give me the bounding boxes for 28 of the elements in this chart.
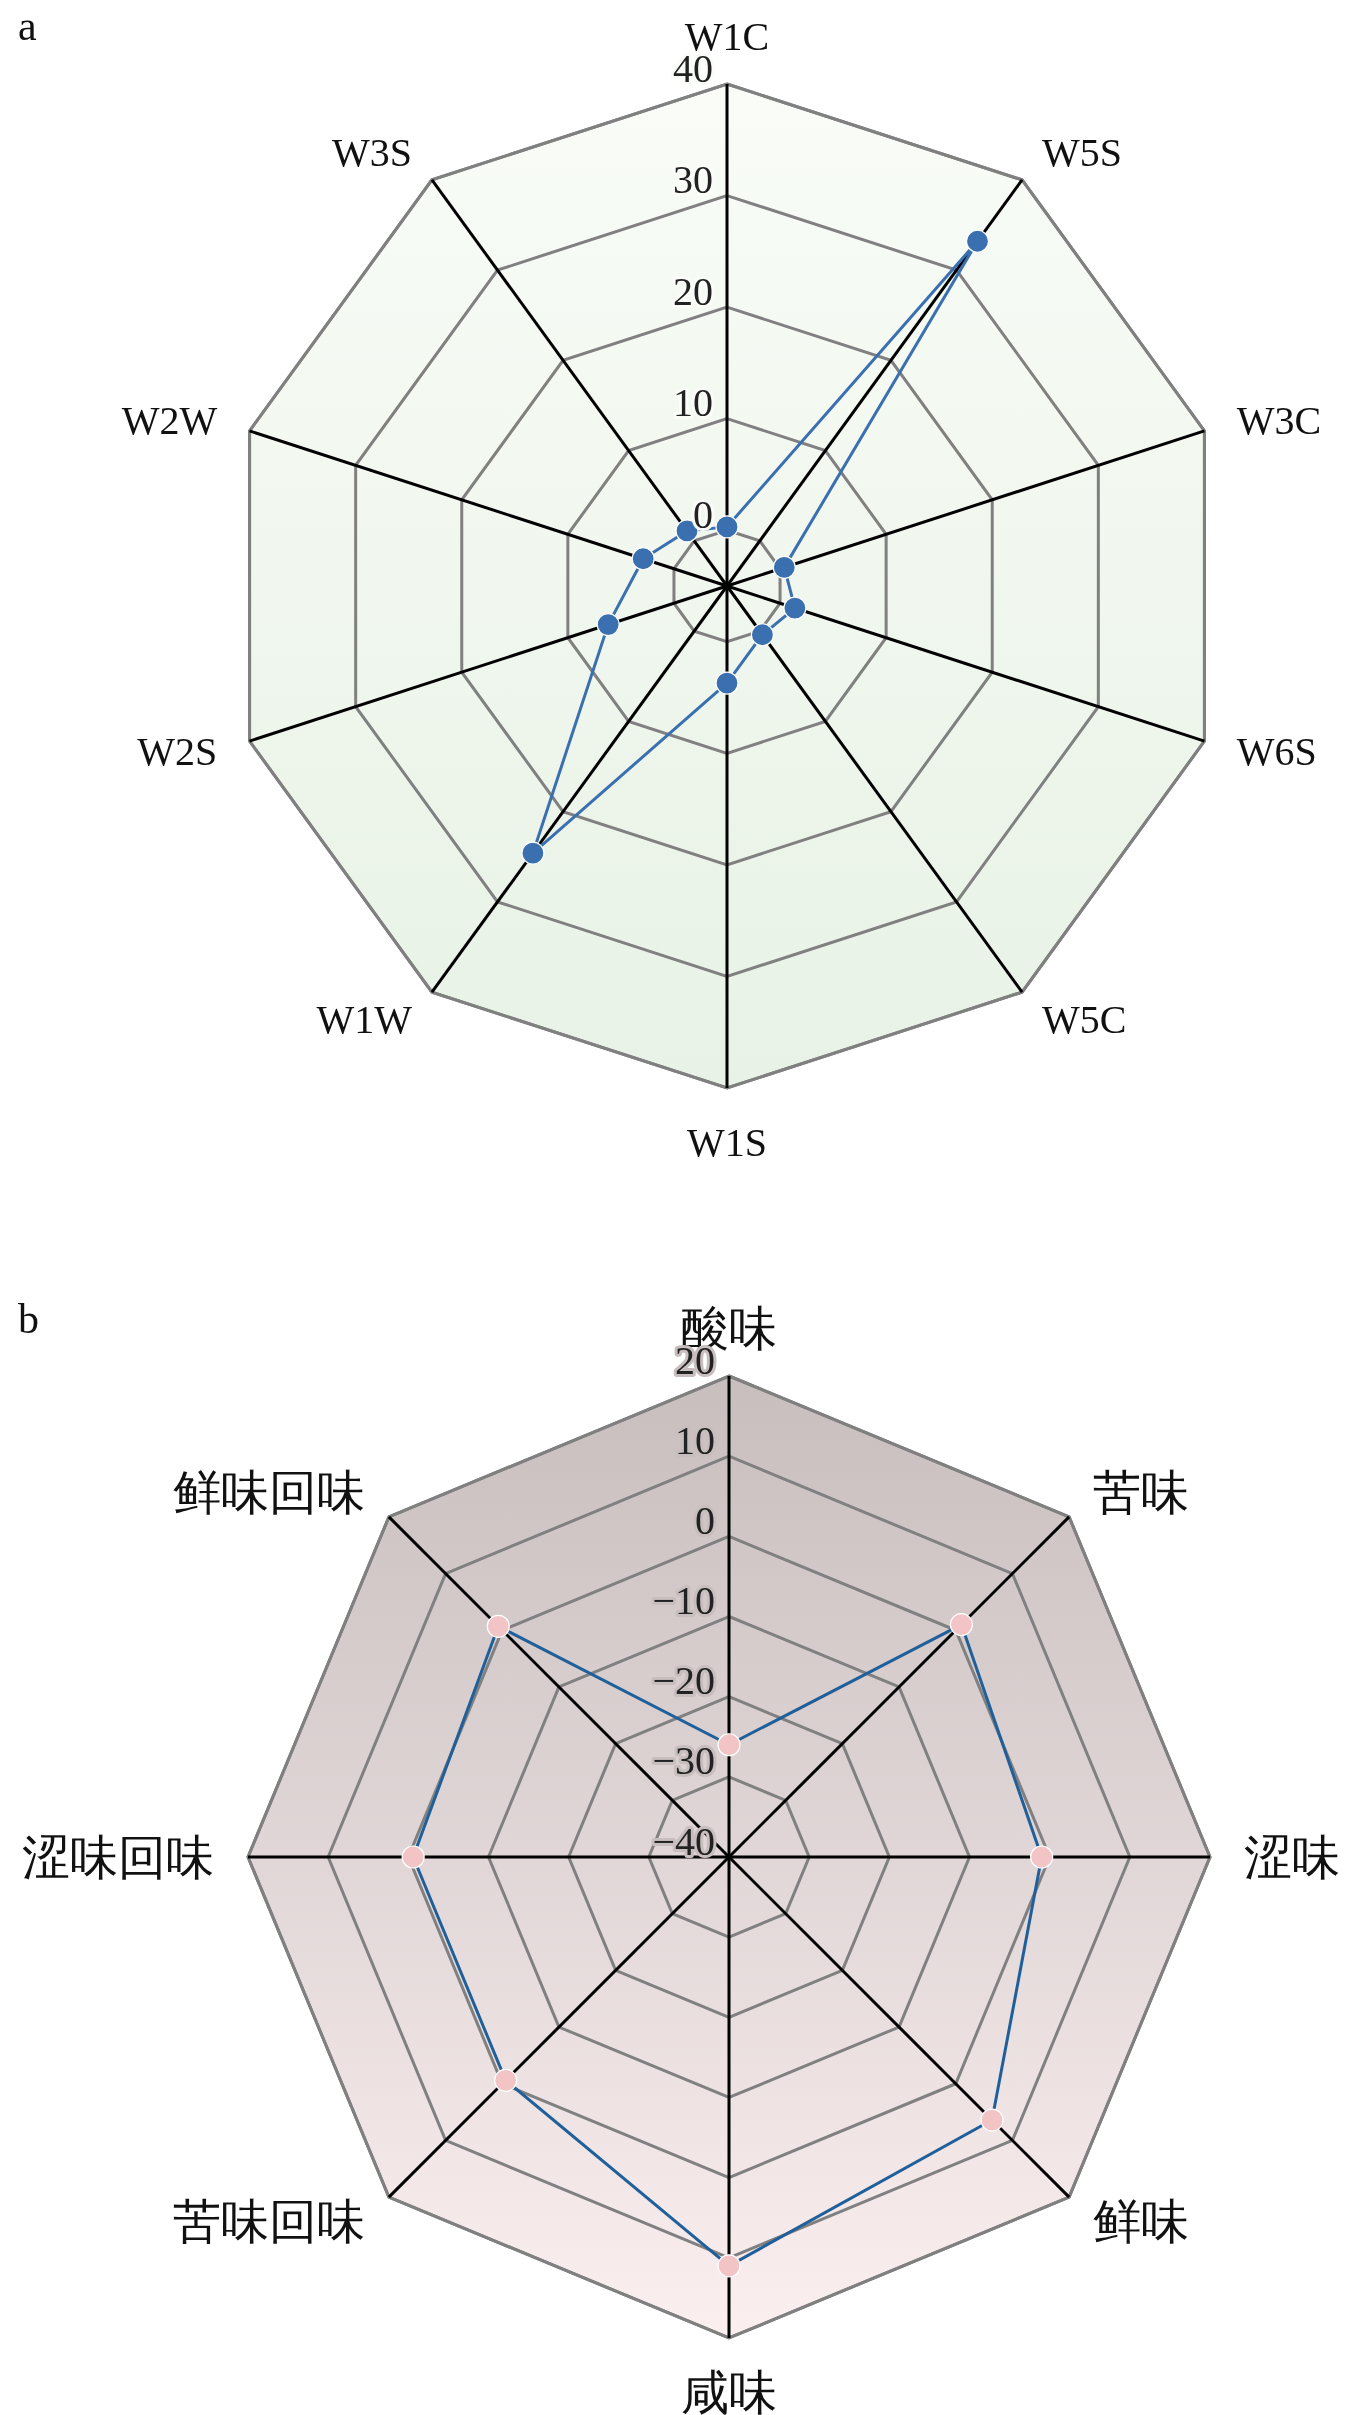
spoke-label: W5S [1042, 129, 1123, 175]
y-tick-label: 10 [673, 380, 713, 426]
spoke-label: 涩味回味 [22, 1830, 214, 1884]
spoke-label: W2S [137, 729, 218, 775]
spoke-label: W3S [331, 129, 412, 175]
spoke-label: W5C [1042, 997, 1127, 1043]
y-tick-label: −20 [652, 1658, 715, 1704]
y-tick-label: 0 [695, 1497, 715, 1543]
y-tick-label: −40 [652, 1818, 715, 1864]
y-tick-label: 20 [673, 268, 713, 314]
spoke-label: 涩味 [1244, 1830, 1340, 1884]
chart-title: b [18, 1296, 39, 1342]
spoke-label: W1W [316, 997, 413, 1043]
spoke-label: W3C [1236, 397, 1322, 443]
spoke-label: W1S [687, 1119, 767, 1165]
spoke-label: 鲜味回味 [172, 1466, 365, 1520]
spoke-label: 苦味回味 [172, 2194, 365, 2248]
y-tick-label: −10 [652, 1578, 715, 1623]
y-tick-label: 0 [693, 491, 713, 537]
spoke-label: W6S [1236, 729, 1317, 775]
chart-title: a [18, 3, 37, 49]
y-tick-label: 30 [673, 157, 713, 203]
spoke-label: 鲜味 [1093, 2194, 1190, 2248]
spoke-label: 咸味 [681, 2365, 777, 2415]
spoke-label: W2W [121, 397, 218, 443]
spoke-label: 苦味 [1093, 1466, 1190, 1520]
y-tick-label: 10 [675, 1417, 715, 1463]
y-tick-label: −30 [652, 1738, 715, 1784]
